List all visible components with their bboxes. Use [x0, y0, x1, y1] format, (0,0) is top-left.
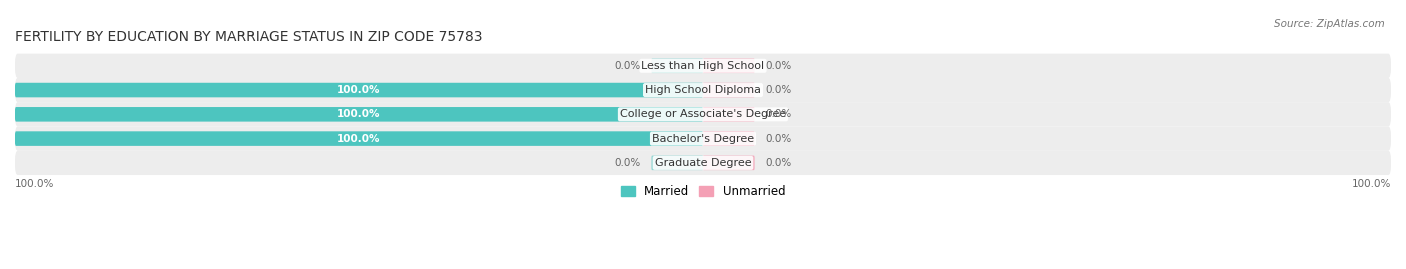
FancyBboxPatch shape — [703, 131, 755, 146]
Text: Less than High School: Less than High School — [641, 61, 765, 71]
Text: 0.0%: 0.0% — [765, 134, 792, 144]
FancyBboxPatch shape — [15, 151, 1391, 175]
Text: 0.0%: 0.0% — [765, 61, 792, 71]
FancyBboxPatch shape — [15, 131, 703, 146]
FancyBboxPatch shape — [15, 78, 1391, 102]
FancyBboxPatch shape — [651, 155, 703, 170]
Text: 100.0%: 100.0% — [337, 109, 381, 119]
Text: Graduate Degree: Graduate Degree — [655, 158, 751, 168]
Legend: Married, Unmarried: Married, Unmarried — [616, 181, 790, 203]
Text: Bachelor's Degree: Bachelor's Degree — [652, 134, 754, 144]
Text: 100.0%: 100.0% — [337, 85, 381, 95]
FancyBboxPatch shape — [15, 107, 703, 122]
FancyBboxPatch shape — [651, 58, 703, 73]
FancyBboxPatch shape — [15, 126, 1391, 151]
Text: 0.0%: 0.0% — [614, 158, 641, 168]
Text: FERTILITY BY EDUCATION BY MARRIAGE STATUS IN ZIP CODE 75783: FERTILITY BY EDUCATION BY MARRIAGE STATU… — [15, 30, 482, 44]
FancyBboxPatch shape — [703, 58, 755, 73]
FancyBboxPatch shape — [703, 107, 755, 122]
Text: College or Associate's Degree: College or Associate's Degree — [620, 109, 786, 119]
Text: 0.0%: 0.0% — [614, 61, 641, 71]
FancyBboxPatch shape — [703, 155, 755, 170]
Text: 100.0%: 100.0% — [337, 134, 381, 144]
Text: Source: ZipAtlas.com: Source: ZipAtlas.com — [1274, 19, 1385, 29]
Text: 0.0%: 0.0% — [765, 109, 792, 119]
FancyBboxPatch shape — [15, 54, 1391, 78]
FancyBboxPatch shape — [703, 83, 755, 97]
FancyBboxPatch shape — [15, 102, 1391, 126]
FancyBboxPatch shape — [15, 83, 703, 97]
Text: 0.0%: 0.0% — [765, 85, 792, 95]
Text: High School Diploma: High School Diploma — [645, 85, 761, 95]
Text: 100.0%: 100.0% — [15, 179, 55, 189]
Text: 0.0%: 0.0% — [765, 158, 792, 168]
Text: 100.0%: 100.0% — [1351, 179, 1391, 189]
